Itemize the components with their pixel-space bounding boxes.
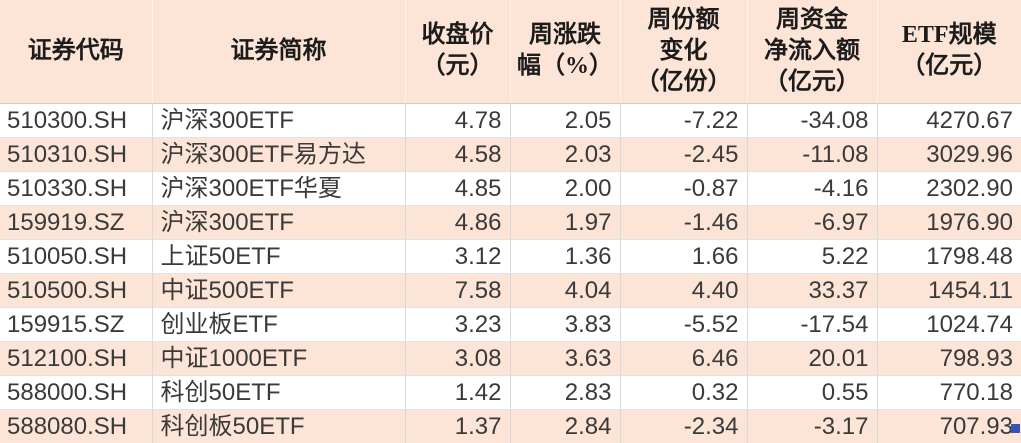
col-header-net-inflow: 周资金 净流入额 （亿元）: [747, 0, 878, 104]
cell-close-price: 4.78: [405, 103, 511, 138]
cell-share-change: 0.32: [620, 375, 748, 410]
cell-share-change: -2.45: [620, 137, 748, 172]
watermark-corner-square: [1011, 424, 1020, 433]
cell-weekly-change: 3.83: [510, 307, 621, 342]
cell-etf-scale: 1454.11: [877, 273, 1021, 308]
cell-share-change: -7.22: [620, 103, 748, 138]
cell-share-change: 6.46: [620, 341, 748, 376]
cell-net-inflow: 5.22: [747, 239, 878, 274]
cell-net-inflow: 33.37: [747, 273, 878, 308]
cell-security-code: 510300.SH: [0, 103, 153, 138]
cell-etf-scale: 3029.96: [877, 137, 1021, 172]
cell-weekly-change: 2.83: [510, 375, 621, 410]
cell-weekly-change: 4.04: [510, 273, 621, 308]
cell-security-code: 588000.SH: [0, 375, 153, 410]
cell-close-price: 3.08: [405, 341, 511, 376]
table-row: 510500.SH 中证500ETF 7.58 4.04 4.40 33.37 …: [0, 273, 1021, 308]
cell-close-price: 3.23: [405, 307, 511, 342]
table-row: 510050.SH 上证50ETF 3.12 1.36 1.66 5.22 17…: [0, 239, 1021, 274]
col-header-security-code: 证券代码: [0, 0, 153, 104]
cell-etf-scale: 1976.90: [877, 205, 1021, 240]
cell-weekly-change: 2.84: [510, 409, 621, 443]
cell-net-inflow: -11.08: [747, 137, 878, 172]
cell-security-name: 中证500ETF: [152, 273, 406, 308]
cell-security-code: 159919.SZ: [0, 205, 153, 240]
cell-close-price: 4.86: [405, 205, 511, 240]
cell-weekly-change: 1.97: [510, 205, 621, 240]
cell-weekly-change: 2.05: [510, 103, 621, 138]
cell-security-name: 创业板ETF: [152, 307, 406, 342]
cell-close-price: 4.85: [405, 171, 511, 206]
table-row: 510310.SH 沪深300ETF易方达 4.58 2.03 -2.45 -1…: [0, 137, 1021, 172]
cell-security-name: 中证1000ETF: [152, 341, 406, 376]
cell-weekly-change: 2.03: [510, 137, 621, 172]
cell-net-inflow: 20.01: [747, 341, 878, 376]
cell-etf-scale: 2302.90: [877, 171, 1021, 206]
col-header-security-name: 证券简称: [152, 0, 406, 104]
table-row: 512100.SH 中证1000ETF 3.08 3.63 6.46 20.01…: [0, 341, 1021, 376]
cell-weekly-change: 3.63: [510, 341, 621, 376]
col-header-close-price: 收盘价 （元）: [405, 0, 511, 104]
table-row: 588080.SH 科创板50ETF 1.37 2.84 -2.34 -3.17…: [0, 409, 1021, 443]
col-header-weekly-change: 周涨跌 幅（%）: [510, 0, 621, 104]
col-header-share-change: 周份额 变化 （亿份）: [620, 0, 748, 104]
cell-share-change: -0.87: [620, 171, 748, 206]
cell-security-code: 510330.SH: [0, 171, 153, 206]
cell-security-name: 沪深300ETF: [152, 205, 406, 240]
cell-security-name: 沪深300ETF易方达: [152, 137, 406, 172]
cell-security-name: 科创50ETF: [152, 375, 406, 410]
cell-share-change: 1.66: [620, 239, 748, 274]
cell-security-code: 510050.SH: [0, 239, 153, 274]
cell-etf-scale: 770.18: [877, 375, 1021, 410]
cell-etf-scale: 4270.67: [877, 103, 1021, 138]
cell-security-code: 588080.SH: [0, 409, 153, 443]
cell-security-code: 159915.SZ: [0, 307, 153, 342]
table-row: 159919.SZ 沪深300ETF 4.86 1.97 -1.46 -6.97…: [0, 205, 1021, 240]
cell-security-code: 510310.SH: [0, 137, 153, 172]
cell-weekly-change: 2.00: [510, 171, 621, 206]
cell-security-name: 沪深300ETF华夏: [152, 171, 406, 206]
cell-net-inflow: -17.54: [747, 307, 878, 342]
cell-net-inflow: -4.16: [747, 171, 878, 206]
table-row: 159915.SZ 创业板ETF 3.23 3.83 -5.52 -17.54 …: [0, 307, 1021, 342]
cell-security-name: 科创板50ETF: [152, 409, 406, 443]
cell-security-code: 510500.SH: [0, 273, 153, 308]
cell-share-change: -1.46: [620, 205, 748, 240]
cell-share-change: -2.34: [620, 409, 748, 443]
cell-security-code: 512100.SH: [0, 341, 153, 376]
cell-security-name: 上证50ETF: [152, 239, 406, 274]
cell-etf-scale: 1798.48: [877, 239, 1021, 274]
table-row: 588000.SH 科创50ETF 1.42 2.83 0.32 0.55 77…: [0, 375, 1021, 410]
table-row: 510300.SH 沪深300ETF 4.78 2.05 -7.22 -34.0…: [0, 103, 1021, 138]
cell-close-price: 7.58: [405, 273, 511, 308]
cell-close-price: 1.37: [405, 409, 511, 443]
cell-share-change: 4.40: [620, 273, 748, 308]
cell-etf-scale: 1024.74: [877, 307, 1021, 342]
cell-weekly-change: 1.36: [510, 239, 621, 274]
header-row: 证券代码 证券简称 收盘价 （元） 周涨跌 幅（%） 周份额 变化 （亿份） 周…: [0, 0, 1021, 104]
cell-net-inflow: -6.97: [747, 205, 878, 240]
cell-close-price: 1.42: [405, 375, 511, 410]
cell-security-name: 沪深300ETF: [152, 103, 406, 138]
cell-close-price: 3.12: [405, 239, 511, 274]
cell-net-inflow: -3.17: [747, 409, 878, 443]
cell-net-inflow: -34.08: [747, 103, 878, 138]
col-header-etf-scale: ETF规模 （亿元）: [877, 0, 1021, 104]
table-row: 510330.SH 沪深300ETF华夏 4.85 2.00 -0.87 -4.…: [0, 171, 1021, 206]
cell-etf-scale: 798.93: [877, 341, 1021, 376]
cell-net-inflow: 0.55: [747, 375, 878, 410]
cell-share-change: -5.52: [620, 307, 748, 342]
cell-etf-scale: 707.93: [877, 409, 1021, 443]
cell-close-price: 4.58: [405, 137, 511, 172]
